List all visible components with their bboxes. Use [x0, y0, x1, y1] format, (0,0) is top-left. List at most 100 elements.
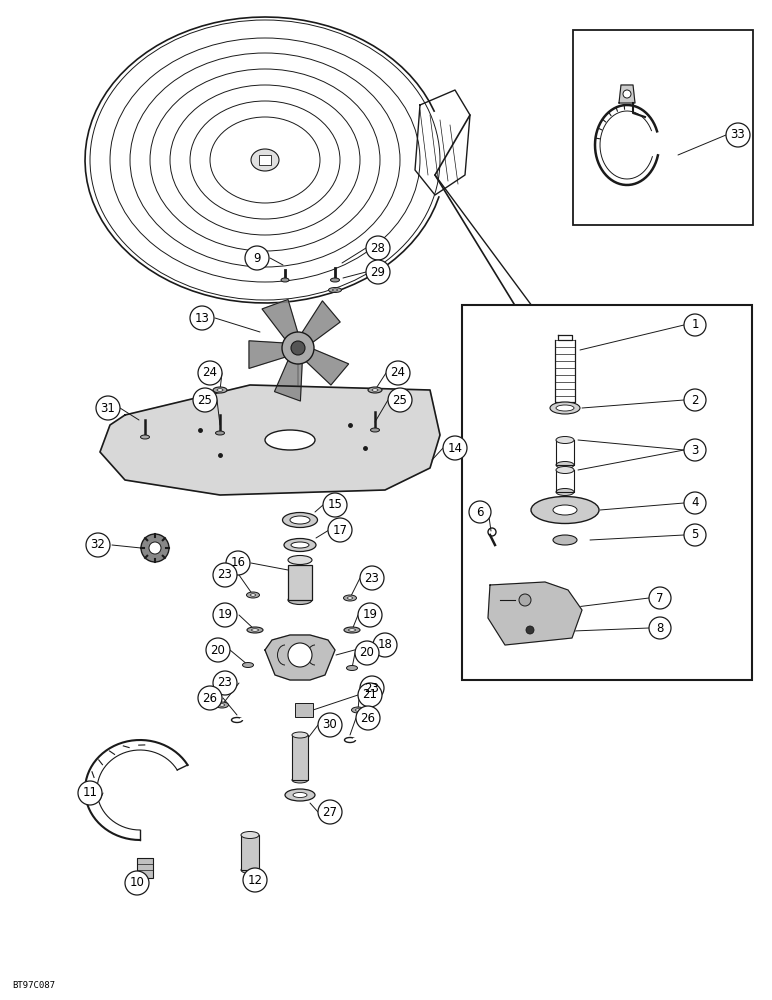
Ellipse shape	[219, 704, 225, 706]
Ellipse shape	[265, 430, 315, 450]
Text: 29: 29	[371, 265, 385, 278]
Ellipse shape	[347, 666, 357, 670]
Circle shape	[355, 641, 379, 665]
Circle shape	[190, 306, 214, 330]
Circle shape	[386, 361, 410, 385]
Circle shape	[623, 90, 631, 98]
Ellipse shape	[281, 278, 289, 282]
Ellipse shape	[344, 595, 357, 601]
Ellipse shape	[355, 709, 361, 711]
Circle shape	[282, 332, 314, 364]
Text: 23: 23	[218, 676, 232, 690]
Text: 8: 8	[656, 621, 664, 635]
Ellipse shape	[213, 387, 227, 393]
Ellipse shape	[550, 402, 580, 414]
Text: 23: 23	[364, 682, 379, 694]
Text: BT97C087: BT97C087	[12, 981, 55, 990]
Circle shape	[684, 524, 706, 546]
Ellipse shape	[553, 505, 577, 515]
Circle shape	[193, 388, 217, 412]
Ellipse shape	[288, 556, 312, 564]
Circle shape	[373, 633, 397, 657]
Circle shape	[360, 676, 384, 700]
Text: 19: 19	[218, 608, 232, 621]
Bar	[295, 703, 313, 717]
Ellipse shape	[553, 535, 577, 545]
Circle shape	[288, 643, 312, 667]
Ellipse shape	[246, 592, 259, 598]
Ellipse shape	[371, 428, 380, 432]
Circle shape	[726, 123, 750, 147]
Bar	[573, 30, 753, 225]
Ellipse shape	[556, 466, 574, 474]
Ellipse shape	[293, 792, 307, 798]
Circle shape	[469, 501, 491, 523]
Polygon shape	[249, 341, 293, 368]
Text: 28: 28	[371, 241, 385, 254]
Text: 13: 13	[195, 312, 209, 324]
Text: 3: 3	[691, 444, 699, 456]
Circle shape	[358, 603, 382, 627]
Polygon shape	[265, 635, 335, 680]
Text: 20: 20	[360, 647, 374, 660]
Text: 26: 26	[361, 712, 375, 724]
Text: 2: 2	[691, 393, 699, 406]
Circle shape	[213, 603, 237, 627]
Text: 15: 15	[327, 498, 343, 512]
Text: 1: 1	[691, 318, 699, 332]
Circle shape	[443, 436, 467, 460]
Circle shape	[360, 566, 384, 590]
Ellipse shape	[348, 629, 355, 631]
Ellipse shape	[329, 288, 341, 292]
Circle shape	[96, 396, 120, 420]
Circle shape	[684, 389, 706, 411]
Circle shape	[684, 439, 706, 461]
Bar	[137, 858, 153, 878]
Text: 17: 17	[333, 524, 347, 536]
Circle shape	[366, 236, 390, 260]
Ellipse shape	[283, 512, 317, 528]
Ellipse shape	[344, 627, 360, 633]
Circle shape	[388, 388, 412, 412]
Ellipse shape	[284, 538, 316, 552]
Ellipse shape	[288, 595, 312, 604]
Text: 33: 33	[730, 128, 746, 141]
Ellipse shape	[247, 627, 263, 633]
Text: 18: 18	[378, 639, 392, 652]
Polygon shape	[300, 346, 349, 385]
Text: 30: 30	[323, 718, 337, 732]
Text: 20: 20	[211, 644, 225, 656]
Ellipse shape	[372, 389, 378, 391]
Text: 7: 7	[656, 591, 664, 604]
Text: 24: 24	[202, 366, 218, 379]
Ellipse shape	[250, 594, 256, 596]
Ellipse shape	[215, 431, 225, 435]
Polygon shape	[619, 85, 635, 103]
Ellipse shape	[141, 435, 150, 439]
Polygon shape	[262, 300, 300, 346]
Ellipse shape	[241, 832, 259, 838]
Ellipse shape	[556, 436, 574, 444]
Bar	[292, 735, 308, 780]
Polygon shape	[275, 353, 303, 401]
Ellipse shape	[347, 597, 353, 599]
Circle shape	[141, 534, 169, 562]
Ellipse shape	[242, 662, 253, 668]
Ellipse shape	[531, 496, 599, 524]
Text: 10: 10	[130, 876, 144, 890]
Circle shape	[243, 868, 267, 892]
Circle shape	[358, 683, 382, 707]
Ellipse shape	[292, 777, 308, 783]
Circle shape	[356, 706, 380, 730]
Circle shape	[318, 800, 342, 824]
Text: 31: 31	[100, 401, 116, 414]
Text: 11: 11	[83, 786, 97, 800]
Circle shape	[649, 617, 671, 639]
Ellipse shape	[368, 387, 382, 393]
Circle shape	[198, 686, 222, 710]
Circle shape	[213, 563, 237, 587]
Text: 12: 12	[248, 874, 262, 886]
Circle shape	[86, 533, 110, 557]
Circle shape	[198, 361, 222, 385]
Text: 24: 24	[391, 366, 405, 379]
